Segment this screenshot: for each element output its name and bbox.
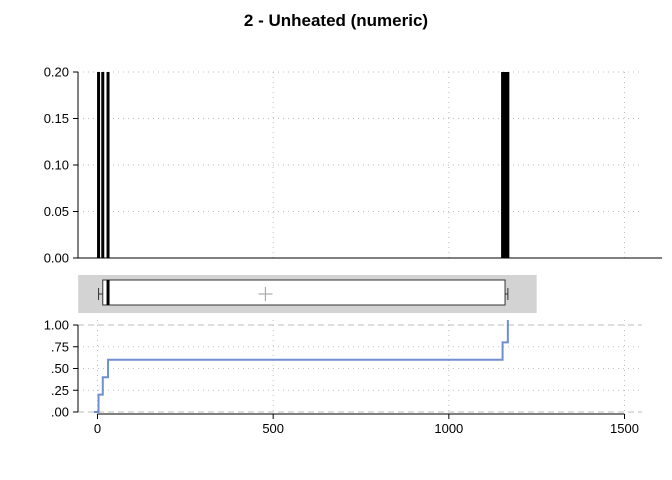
ecdf-y-tick-label-4: 1.00	[44, 318, 69, 333]
x-tick-label-1: 500	[262, 421, 284, 436]
x-tick-label-2: 1000	[434, 421, 463, 436]
spike-y-tick-label-2: 0.10	[44, 158, 69, 173]
ecdf-y-tick-label-3: .75	[51, 339, 69, 354]
chart-title: 2 - Unheated (numeric)	[244, 11, 428, 30]
x-tick-label-3: 1500	[610, 421, 639, 436]
x-tick-label-0: 0	[94, 421, 101, 436]
ecdf-y-tick-label-2: .50	[51, 361, 69, 376]
ecdf-y-tick-label-0: .00	[51, 405, 69, 420]
spike-y-tick-label-1: 0.05	[44, 204, 69, 219]
x-axis: 0 500 1000 1500	[94, 413, 639, 436]
spike-y-tick-label-0: 0.00	[44, 251, 69, 266]
boxplot-box	[102, 279, 506, 306]
spike-panel: 0.00 0.05 0.10 0.15 0.20	[44, 65, 663, 266]
ecdf-panel: .00 .25 .50 .75 1.00	[44, 318, 643, 420]
ecdf-y-tick-label-1: .25	[51, 383, 69, 398]
ecdf-step-line	[93, 320, 509, 413]
spike-y-tick-label-4: 0.20	[44, 65, 69, 80]
boxplot-panel	[78, 275, 537, 313]
spike-y-tick-label-3: 0.15	[44, 111, 69, 126]
